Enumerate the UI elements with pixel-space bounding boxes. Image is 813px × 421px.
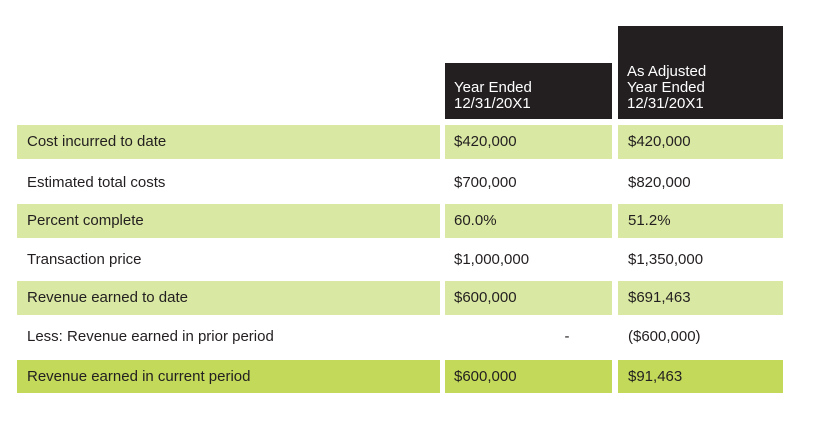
row-label: Percent complete <box>17 204 440 238</box>
as-adjusted-value: $691,463 <box>618 281 783 315</box>
year-ended-value: $1,000,000 <box>454 251 530 268</box>
column-header-line: Year Ended <box>454 79 532 96</box>
column-header-line: 12/31/20X1 <box>454 95 531 112</box>
row-label: Less: Revenue earned in prior period <box>27 328 274 345</box>
row-label: Cost incurred to date <box>17 125 440 159</box>
as-adjusted-value: $420,000 <box>618 125 783 159</box>
as-adjusted-value: $820,000 <box>628 174 691 191</box>
column-header-as-adjusted: As Adjusted Year Ended 12/31/20X1 <box>618 26 783 119</box>
column-header-year-ended: Year Ended 12/31/20X1 <box>445 63 612 119</box>
as-adjusted-value: ($600,000) <box>628 328 701 345</box>
year-ended-value: $600,000 <box>445 281 612 315</box>
as-adjusted-value: 51.2% <box>618 204 783 238</box>
year-ended-value: $420,000 <box>445 125 612 159</box>
column-header-line: 12/31/20X1 <box>627 95 704 112</box>
row-label: Estimated total costs <box>27 174 166 191</box>
year-ended-value: $600,000 <box>445 360 612 393</box>
row-label: Revenue earned to date <box>17 281 440 315</box>
column-header-line: Year Ended <box>627 79 705 96</box>
row-label: Revenue earned in current period <box>17 360 440 393</box>
row-label: Transaction price <box>27 251 142 268</box>
year-ended-value: - <box>564 328 570 345</box>
year-ended-value: 60.0% <box>445 204 612 238</box>
as-adjusted-value: $1,350,000 <box>628 251 704 268</box>
year-ended-value: $700,000 <box>454 174 517 191</box>
as-adjusted-value: $91,463 <box>618 360 783 393</box>
column-header-line: As Adjusted <box>627 63 707 80</box>
